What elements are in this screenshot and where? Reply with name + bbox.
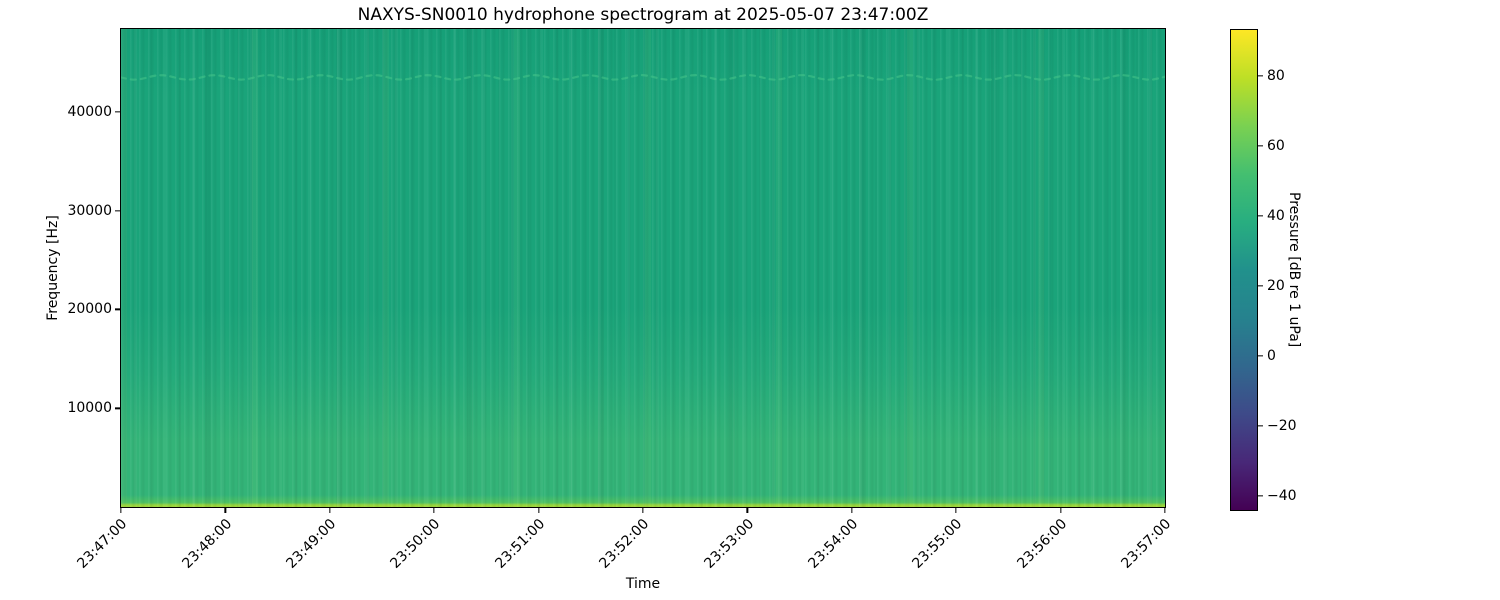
x-tick-label: 23:49:00 [283,516,340,572]
tonal-band-43khz [121,73,1165,81]
colorbar-tick-label: 0 [1267,347,1276,364]
heatmap-striations [121,29,1165,507]
y-axis-tick-marks [115,29,120,507]
y-tick-mark [115,210,120,212]
colorbar-gradient [1231,30,1257,510]
heatmap-image [121,29,1165,507]
y-tick-mark [115,407,120,409]
colorbar-tick-mark [1258,215,1263,217]
x-tick-mark [433,508,435,513]
x-tick-mark [955,508,957,513]
x-tick-mark [1164,508,1166,513]
y-axis-tick-labels: 10000 20000 30000 40000 [0,29,112,507]
colorbar-tick-marks [1258,30,1263,510]
x-axis-label: Time [625,576,661,592]
x-tick-mark [1059,508,1062,513]
y-tick-label: 30000 [67,202,112,219]
y-tick-mark [115,308,120,311]
colorbar-tick-label: −20 [1267,417,1297,434]
x-tick-mark [642,508,644,513]
colorbar-tick-label: 80 [1267,67,1285,84]
colorbar-tick-mark [1258,495,1263,497]
colorbar-tick-mark [1258,285,1263,287]
x-tick-mark [120,508,122,513]
y-tick-label: 40000 [67,103,112,120]
x-tick-label: 23:54:00 [805,516,862,572]
x-tick-mark [746,508,749,513]
colorbar-tick-labels: 80 60 40 20 0 −20 −40 [1267,30,1327,510]
colorbar-tick-mark [1258,355,1263,357]
x-tick-label: 23:48:00 [178,516,235,572]
x-axis-tick-marks [120,508,1166,513]
colorbar-tick-label: 20 [1267,277,1285,294]
x-tick-label: 23:56:00 [1014,516,1070,572]
colorbar-tick-label: 40 [1267,207,1285,224]
x-tick-mark [851,508,853,513]
colorbar-label: Pressure [dB re 1 uPa] [1286,192,1302,348]
y-tick-label: 20000 [67,301,112,318]
y-tick-label: 10000 [67,400,112,417]
x-tick-label: 23:52:00 [596,516,653,572]
x-tick-mark [329,508,331,513]
y-tick-mark [115,111,120,113]
axes-plot-area [120,28,1166,508]
colorbar-tick-label: −40 [1267,487,1297,504]
x-tick-label: 23:55:00 [909,516,966,572]
x-tick-label: 23:47:00 [74,516,131,572]
colorbar-tick-mark [1258,74,1263,77]
x-tick-label: 23:57:00 [1118,516,1175,572]
colorbar [1230,29,1258,511]
x-tick-mark [537,508,540,513]
colorbar-tick-mark [1258,425,1263,427]
x-tick-mark [224,508,227,513]
x-tick-label: 23:53:00 [700,516,757,572]
x-tick-label: 23:50:00 [387,516,444,572]
colorbar-tick-mark [1258,144,1263,147]
x-tick-label: 23:51:00 [492,516,548,572]
chart-title: NAXYS-SN0010 hydrophone spectrogram at 2… [357,5,929,25]
colorbar-tick-label: 60 [1267,137,1285,154]
